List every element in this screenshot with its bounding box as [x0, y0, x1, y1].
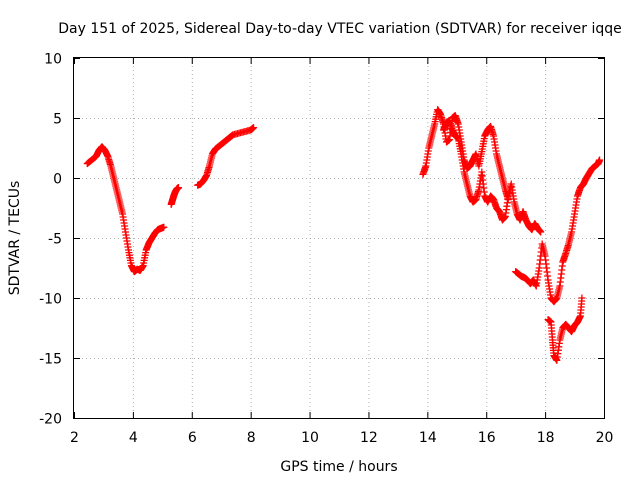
y-tick-label: -5 — [48, 232, 62, 248]
data-point — [175, 184, 183, 192]
data-point — [537, 228, 545, 236]
x-tick-label: 14 — [419, 430, 437, 446]
y-tick-label: 10 — [44, 52, 62, 68]
y-tick-label: 0 — [53, 172, 62, 188]
plot-frame — [73, 57, 605, 419]
y-tick-label: -20 — [39, 412, 62, 428]
y-tick-label: -10 — [39, 292, 62, 308]
x-tick-label: 4 — [129, 430, 138, 446]
data-series — [83, 106, 604, 364]
data-point — [160, 223, 168, 231]
x-tick-label: 12 — [360, 430, 378, 446]
x-tick-label: 10 — [301, 430, 319, 446]
axis-ticks: 2 4 6 8 10 12 14 16 18 20 10 5 0 -5 -10 -15 -20 — [39, 52, 613, 447]
x-tick-label: 20 — [596, 430, 614, 446]
data-point — [578, 294, 586, 302]
x-tick-label: 16 — [478, 430, 496, 446]
x-tick-label: 6 — [188, 430, 197, 446]
grid — [74, 58, 604, 418]
y-tick-label: -15 — [39, 352, 62, 368]
x-tick-label: 8 — [247, 430, 256, 446]
x-axis-label: GPS time / hours — [280, 459, 397, 475]
chart-title: Day 151 of 2025, Sidereal Day-to-day VTE… — [58, 21, 622, 37]
y-tick-label: 5 — [53, 112, 62, 128]
data-point — [250, 124, 258, 132]
x-tick-label: 18 — [537, 430, 555, 446]
data-point — [596, 156, 604, 164]
y-axis-label: SDTVAR / TECUs — [7, 181, 23, 296]
x-tick-label: 2 — [70, 430, 79, 446]
